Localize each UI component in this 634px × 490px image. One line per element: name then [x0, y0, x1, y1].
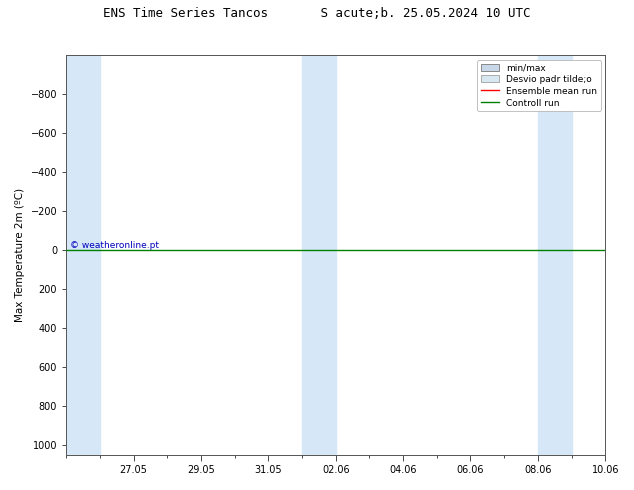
Y-axis label: Max Temperature 2m (ºC): Max Temperature 2m (ºC) [15, 188, 25, 322]
Text: ENS Time Series Tancos       S acute;b. 25.05.2024 10 UTC: ENS Time Series Tancos S acute;b. 25.05.… [103, 7, 531, 21]
Legend: min/max, Desvio padr tilde;o, Ensemble mean run, Controll run: min/max, Desvio padr tilde;o, Ensemble m… [477, 60, 601, 111]
Text: © weatheronline.pt: © weatheronline.pt [70, 241, 158, 250]
Bar [66, 55, 100, 455]
Bar [538, 55, 572, 455]
Bar [302, 55, 336, 455]
